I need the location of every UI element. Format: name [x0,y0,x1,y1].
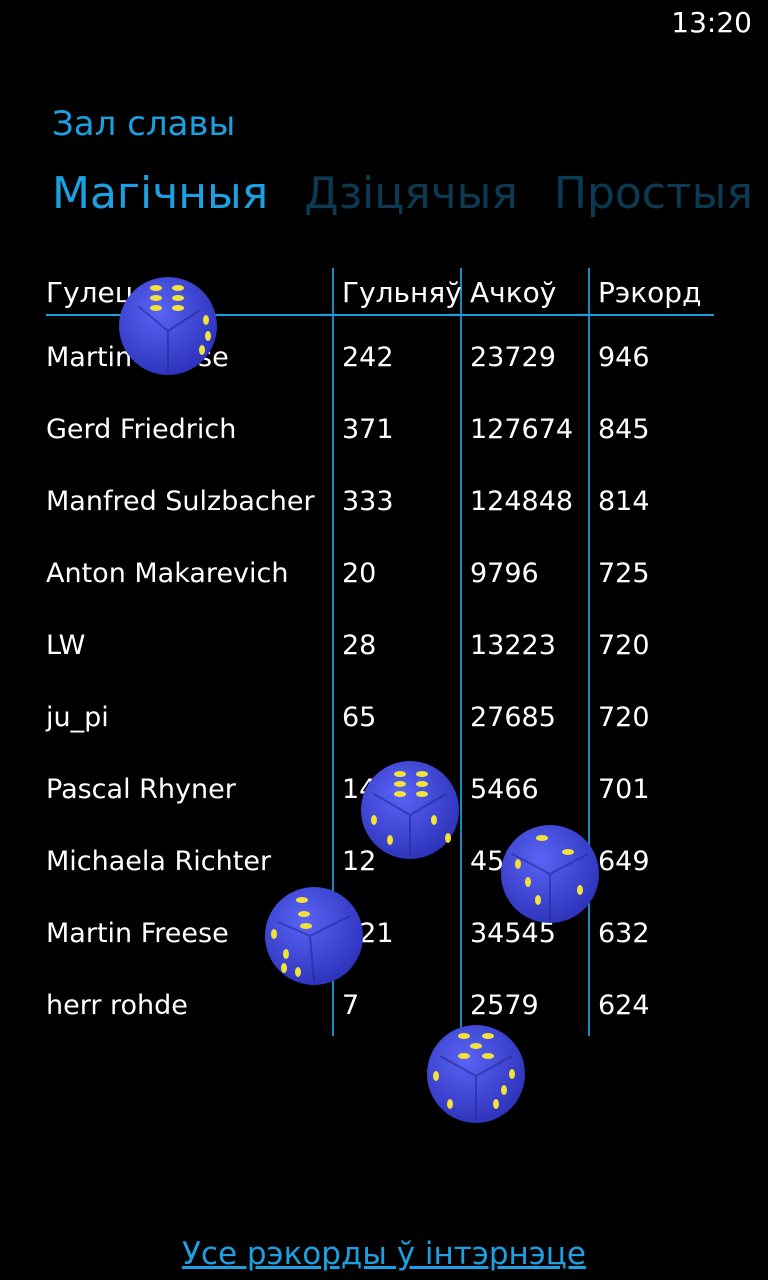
header-underline [46,314,714,316]
column-divider [460,268,462,1036]
column-divider [332,268,334,1036]
cell-games: 20 [342,558,377,589]
cell-points: 5466 [470,774,539,805]
table-row: Martin Freese 121 34545 632 [46,918,714,990]
cell-record: 720 [598,630,650,661]
table-row: LW 28 13223 720 [46,630,714,702]
cell-player: Gerd Friedrich [46,414,237,445]
table-row: Anton Makarevich 20 9796 725 [46,558,714,630]
table-row: Manfred Sulzbacher 333 124848 814 [46,486,714,558]
page-title: Зал славы [52,104,236,144]
header-record: Рэкорд [598,276,702,309]
cell-points: 27685 [470,702,556,733]
dice-icon [119,277,217,375]
cell-points: 9796 [470,558,539,589]
cell-games: 28 [342,630,377,661]
cell-player: Anton Makarevich [46,558,289,589]
tab-magic[interactable]: Магічныя [52,168,269,219]
cell-player: Michaela Richter [46,846,272,877]
cell-games: 333 [342,486,394,517]
cell-record: 649 [598,846,650,877]
dice-icon [361,761,459,859]
cell-player: ju_pi [46,702,109,733]
hall-of-fame-table: Гулец Гульняў Ачкоў Рэкорд Martin Freese… [46,268,714,1038]
header-points: Ачкоў [470,276,557,309]
tab-children[interactable]: Дзіцячыя [304,168,518,219]
cell-points: 13223 [470,630,556,661]
table-row: Michaela Richter 12 4577 649 [46,846,714,918]
cell-record: 632 [598,918,650,949]
dice-icon [501,825,599,923]
column-divider [588,268,590,1036]
dice-icon [265,887,363,985]
status-time: 13:20 [671,6,752,39]
cell-points: 127674 [470,414,574,445]
header-player: Гулец [46,276,134,309]
cell-games: 242 [342,342,394,373]
cell-player: Pascal Rhyner [46,774,236,805]
cell-points: 2579 [470,990,539,1021]
cell-player: Martin Freese [46,918,229,949]
cell-record: 946 [598,342,650,373]
table-row: Gerd Friedrich 371 127674 845 [46,414,714,486]
cell-points: 23729 [470,342,556,373]
tab-simple[interactable]: Простыя [553,168,753,219]
online-records-link[interactable]: Усе рэкорды ў інтэрнэце [182,1236,586,1272]
cell-games: 65 [342,702,377,733]
cell-player: herr rohde [46,990,188,1021]
cell-record: 701 [598,774,650,805]
table-row: herr rohde 7 2579 624 [46,990,714,1062]
dice-icon [427,1025,525,1123]
cell-games: 371 [342,414,394,445]
cell-record: 725 [598,558,650,589]
table-row: Pascal Rhyner 14 5466 701 [46,774,714,846]
cell-record: 720 [598,702,650,733]
table-header: Гулец Гульняў Ачкоў Рэкорд [46,268,714,316]
category-pivot: Магічныя Дзіцячыя Простыя [52,168,768,238]
cell-games: 12 [342,846,377,877]
cell-record: 624 [598,990,650,1021]
cell-player: Manfred Sulzbacher [46,486,315,517]
cell-record: 814 [598,486,650,517]
cell-games: 7 [342,990,360,1021]
cell-record: 845 [598,414,650,445]
table-row: ju_pi 65 27685 720 [46,702,714,774]
cell-points: 124848 [470,486,574,517]
cell-player: LW [46,630,86,661]
header-games: Гульняў [342,276,462,309]
cell-points: 34545 [470,918,556,949]
